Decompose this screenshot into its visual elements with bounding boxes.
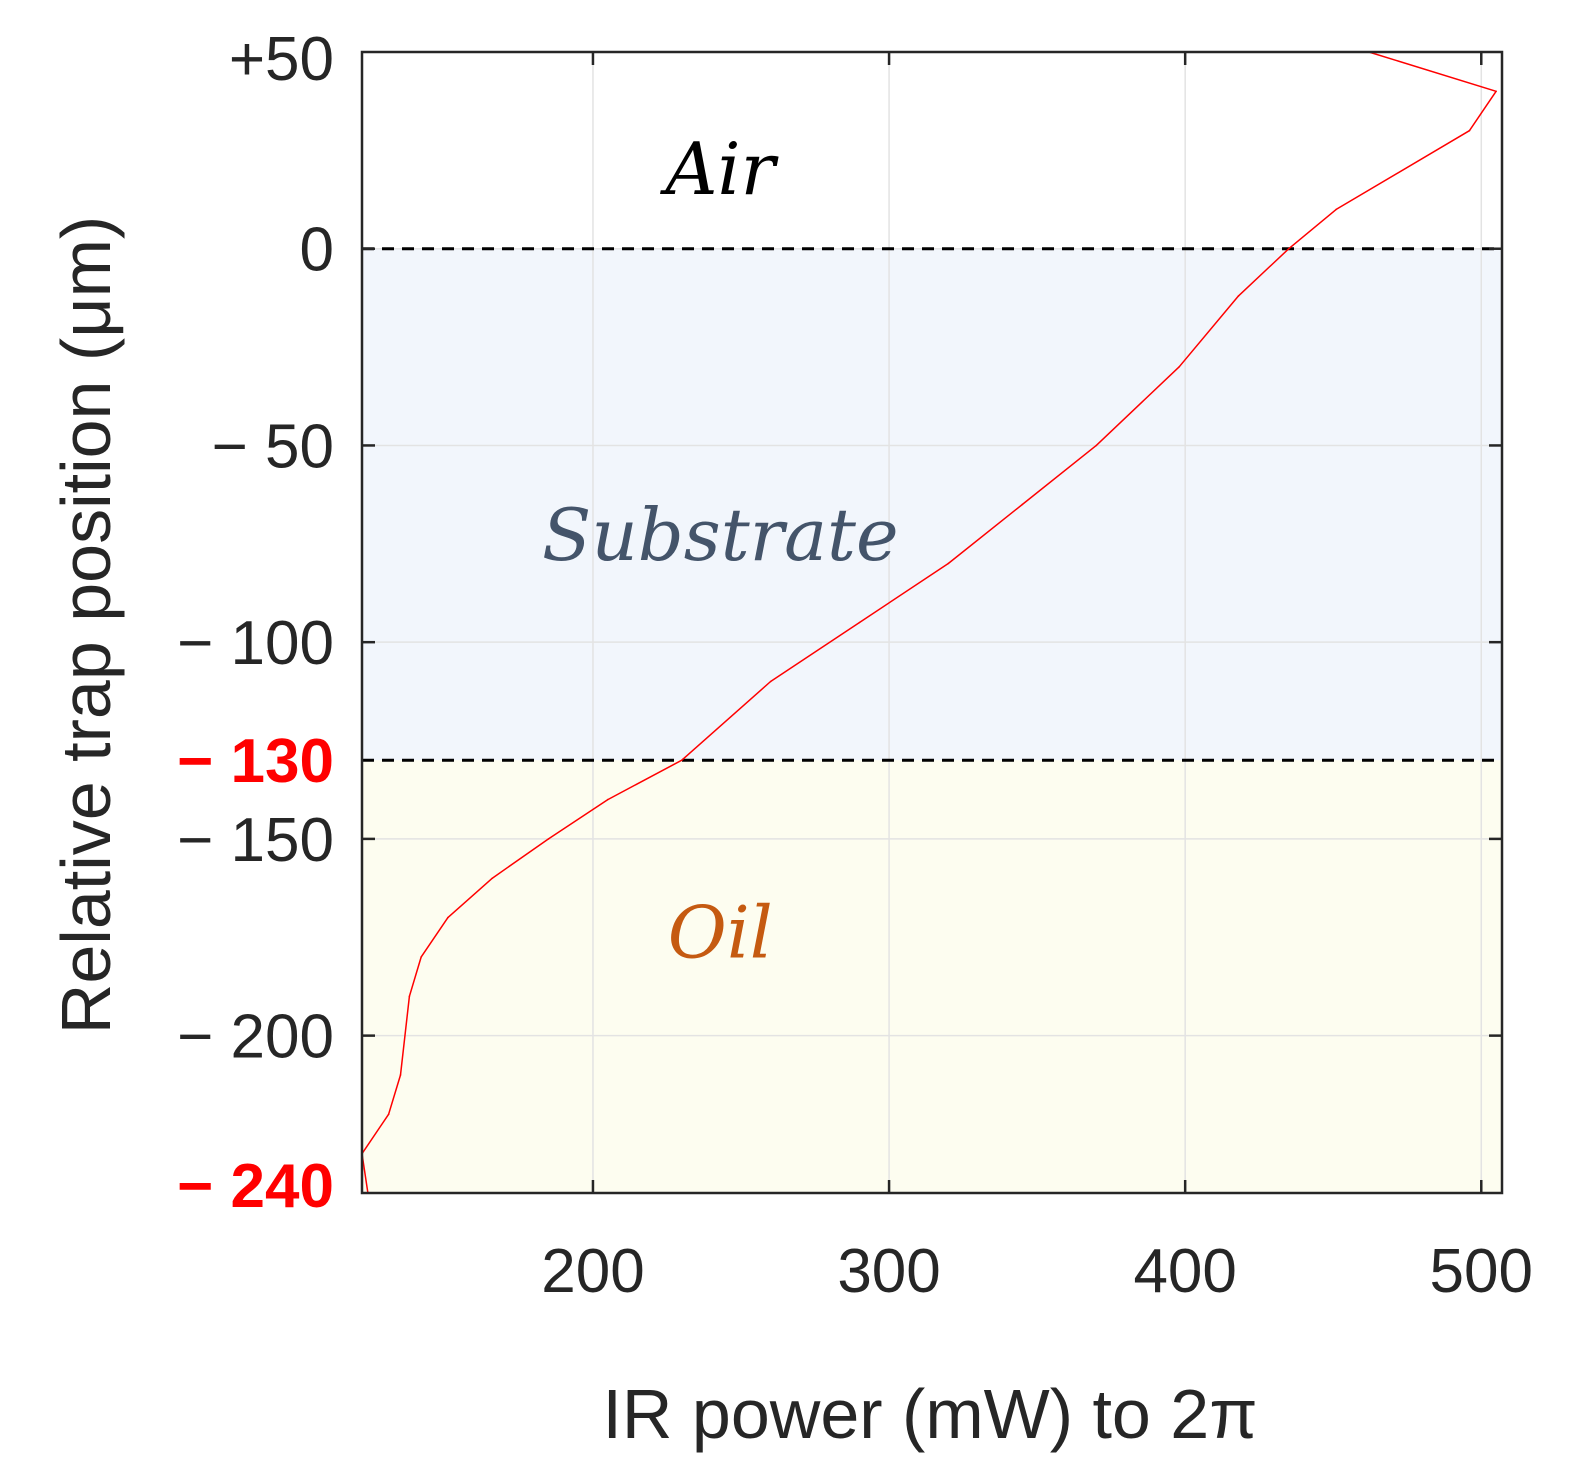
y-tick-label-highlight: − 130 (177, 727, 334, 796)
data-point (1237, 295, 1240, 297)
region-fill-air (362, 52, 1502, 249)
data-point (387, 1113, 390, 1116)
data-point (769, 680, 772, 683)
plot-frame (360, 50, 1504, 1195)
data-point (858, 621, 861, 624)
data-point (947, 562, 950, 565)
data-point (491, 877, 494, 880)
region-fill-substrate (362, 248, 1502, 761)
region-labels: Air Substrate Oil (542, 127, 899, 974)
boundary-lines (362, 247, 1502, 762)
x-tick-label: 300 (837, 1237, 940, 1306)
y-tick-label: − 150 (177, 806, 334, 875)
axes-frame (360, 50, 1504, 1195)
y-axis-title: Relative trap position (μm) (47, 216, 125, 1034)
region-label-substrate: Substrate (542, 493, 899, 577)
data-point (420, 956, 423, 958)
region-fills (362, 52, 1502, 1193)
x-tick-label: 500 (1430, 1237, 1533, 1306)
data-point (399, 1074, 402, 1076)
y-tick-label: +50 (229, 25, 334, 94)
data-point (1178, 365, 1181, 368)
data-point (1335, 208, 1337, 211)
data-point (447, 916, 449, 919)
data-point (680, 759, 683, 762)
data-point (1095, 444, 1098, 447)
data-point (1021, 503, 1024, 506)
region-label-oil: Oil (668, 890, 773, 974)
region-label-air: Air (660, 127, 779, 211)
x-axis-title: IR power (mW) to 2π (602, 1375, 1257, 1453)
y-tick-label: 0 (300, 216, 334, 285)
data-point (606, 798, 609, 801)
x-tick-label: 200 (541, 1237, 644, 1306)
data-point (1468, 129, 1471, 132)
x-tick-labels: 200 300 400 500 (541, 1237, 1533, 1306)
y-tick-label-highlight: − 240 (177, 1152, 334, 1221)
data-point (1288, 247, 1290, 250)
y-tick-label: − 100 (177, 609, 334, 678)
x-tick-label: 400 (1133, 1237, 1236, 1306)
data-point (1495, 90, 1497, 93)
tick-marks (362, 52, 1502, 1193)
y-tick-label: − 200 (177, 1003, 334, 1072)
region-fill-oil (362, 760, 1502, 1193)
y-tick-label: − 50 (212, 412, 334, 481)
data-point (408, 995, 411, 998)
y-tick-labels: +50 0 − 50 − 100 − 130 − 150 − 200 − 240 (177, 25, 334, 1221)
data-point (547, 838, 550, 840)
